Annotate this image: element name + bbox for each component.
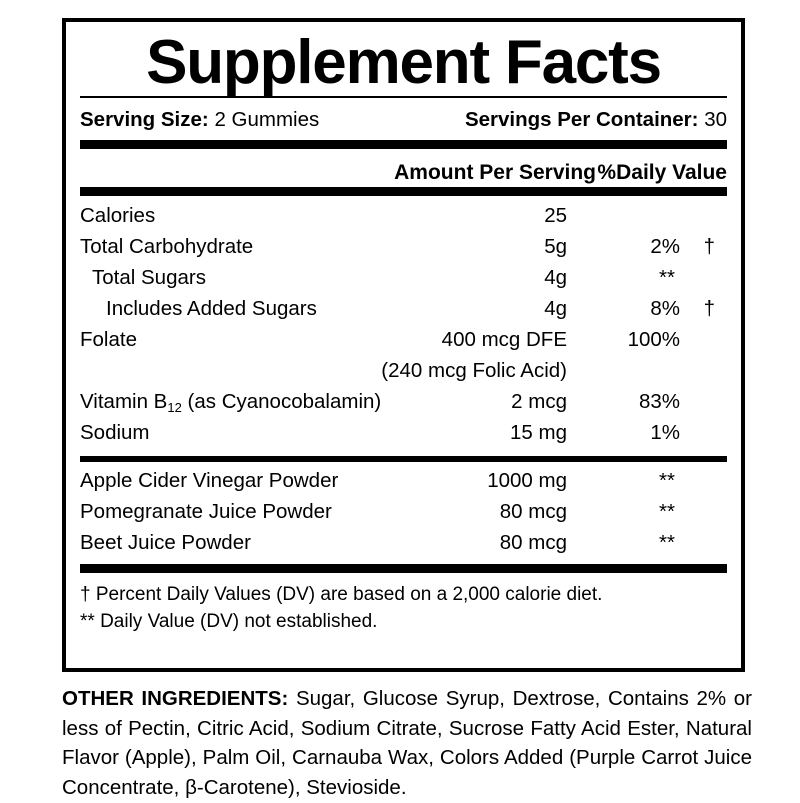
divider-above-footnotes [80, 564, 727, 573]
servings-per-container-label: Servings Per Container: [464, 108, 699, 131]
nutrient-footnote-symbol: † [703, 297, 715, 320]
nutrient-amount: 5g [544, 235, 567, 258]
table-row: Beet Juice Powder 80 mcg ** [80, 529, 727, 560]
table-row: Total Carbohydrate 5g 2% † [80, 233, 727, 264]
footnotes: † Percent Daily Values (DV) are based on… [80, 573, 727, 636]
divider-under-columns [80, 187, 727, 196]
nutrient-amount: 2 mcg [511, 390, 567, 413]
nutrient-daily-value: 83% [638, 390, 680, 413]
nutrient-rows: Calories 25 Total Carbohydrate 5g 2% † T… [80, 196, 727, 456]
serving-info-row: Serving Size: 2 Gummies Servings Per Con… [80, 98, 727, 140]
table-row: Folate 400 mcg DFE 100% [80, 326, 727, 357]
nutrient-daily-value: ** [659, 266, 675, 289]
nutrient-amount: 25 [544, 204, 567, 227]
table-row: Sodium 15 mg 1% [80, 419, 727, 450]
botanical-name: Beet Juice Powder [80, 531, 251, 554]
nutrient-name-suffix: (as Cyanocobalamin) [181, 390, 382, 413]
table-row: Includes Added Sugars 4g 8% † [80, 295, 727, 326]
botanical-daily-value: ** [659, 531, 675, 554]
servings-per-container-value: 30 [698, 108, 727, 131]
nutrient-name-subscript: 12 [167, 400, 182, 415]
nutrient-amount-secondary: (240 mcg Folic Acid) [381, 359, 567, 382]
table-row: Pomegranate Juice Powder 80 mcg ** [80, 498, 727, 529]
table-row: Apple Cider Vinegar Powder 1000 mg ** [80, 467, 727, 498]
nutrient-footnote-symbol: † [703, 235, 715, 258]
other-ingredients-text: Sugar, Glucose Syrup, Dextrose, Contains… [62, 687, 752, 800]
botanical-amount: 80 mcg [499, 531, 567, 554]
table-row: Total Sugars 4g ** [80, 264, 727, 295]
nutrient-amount: 4g [544, 266, 567, 289]
botanical-name: Apple Cider Vinegar Powder [80, 469, 339, 492]
botanical-daily-value: ** [659, 500, 675, 523]
nutrient-name: Includes Added Sugars [106, 297, 317, 320]
page-title: Supplement Facts [146, 28, 662, 97]
other-ingredients-heading: OTHER INGREDIENTS: [62, 687, 289, 710]
nutrient-name-main: Vitamin B [80, 390, 168, 413]
serving-size-label: Serving Size: [80, 108, 209, 131]
nutrient-amount: 15 mg [510, 421, 567, 444]
table-row: (240 mcg Folic Acid) [80, 357, 727, 388]
botanical-rows: Apple Cider Vinegar Powder 1000 mg ** Po… [80, 462, 727, 564]
botanical-amount: 1000 mg [487, 469, 567, 492]
supplement-facts-box: Supplement Facts Serving Size: 2 Gummies… [62, 18, 745, 672]
footnote-dagger: † Percent Daily Values (DV) are based on… [80, 584, 603, 605]
column-headers: Amount Per Serving %Daily Value [80, 149, 727, 187]
nutrient-amount: 4g [544, 297, 567, 320]
other-ingredients: OTHER INGREDIENTS: Sugar, Glucose Syrup,… [62, 684, 752, 803]
nutrient-daily-value: 2% [650, 235, 680, 258]
nutrient-name: Sodium [80, 421, 150, 444]
column-header-amount-per-serving: Amount Per Serving [394, 161, 596, 184]
divider-above-botanicals [80, 456, 727, 462]
botanical-name: Pomegranate Juice Powder [80, 500, 332, 523]
column-header-percent-daily-value: %Daily Value [597, 161, 727, 184]
servings-per-container: Servings Per Container: 30 [465, 108, 727, 132]
serving-size: Serving Size: 2 Gummies [80, 108, 319, 132]
nutrient-name: Vitamin B12 (as Cyanocobalamin) [80, 390, 381, 415]
nutrient-daily-value: 100% [627, 328, 680, 351]
botanical-daily-value: ** [659, 469, 675, 492]
nutrient-daily-value: 8% [650, 297, 680, 320]
botanical-amount: 80 mcg [499, 500, 567, 523]
nutrient-amount: 400 mcg DFE [441, 328, 567, 351]
nutrient-daily-value: 1% [650, 421, 680, 444]
table-row: Vitamin B12 (as Cyanocobalamin) 2 mcg 83… [80, 388, 727, 419]
serving-size-value: 2 Gummies [208, 108, 320, 131]
nutrient-name: Total Carbohydrate [80, 235, 254, 258]
nutrient-name: Folate [80, 328, 137, 351]
divider-under-title [80, 96, 727, 98]
nutrient-name: Total Sugars [92, 266, 206, 289]
divider-above-columns [80, 140, 727, 149]
nutrient-name: Calories [80, 204, 156, 227]
table-row: Calories 25 [80, 202, 727, 233]
footnote-double-star: ** Daily Value (DV) not established. [80, 610, 378, 632]
